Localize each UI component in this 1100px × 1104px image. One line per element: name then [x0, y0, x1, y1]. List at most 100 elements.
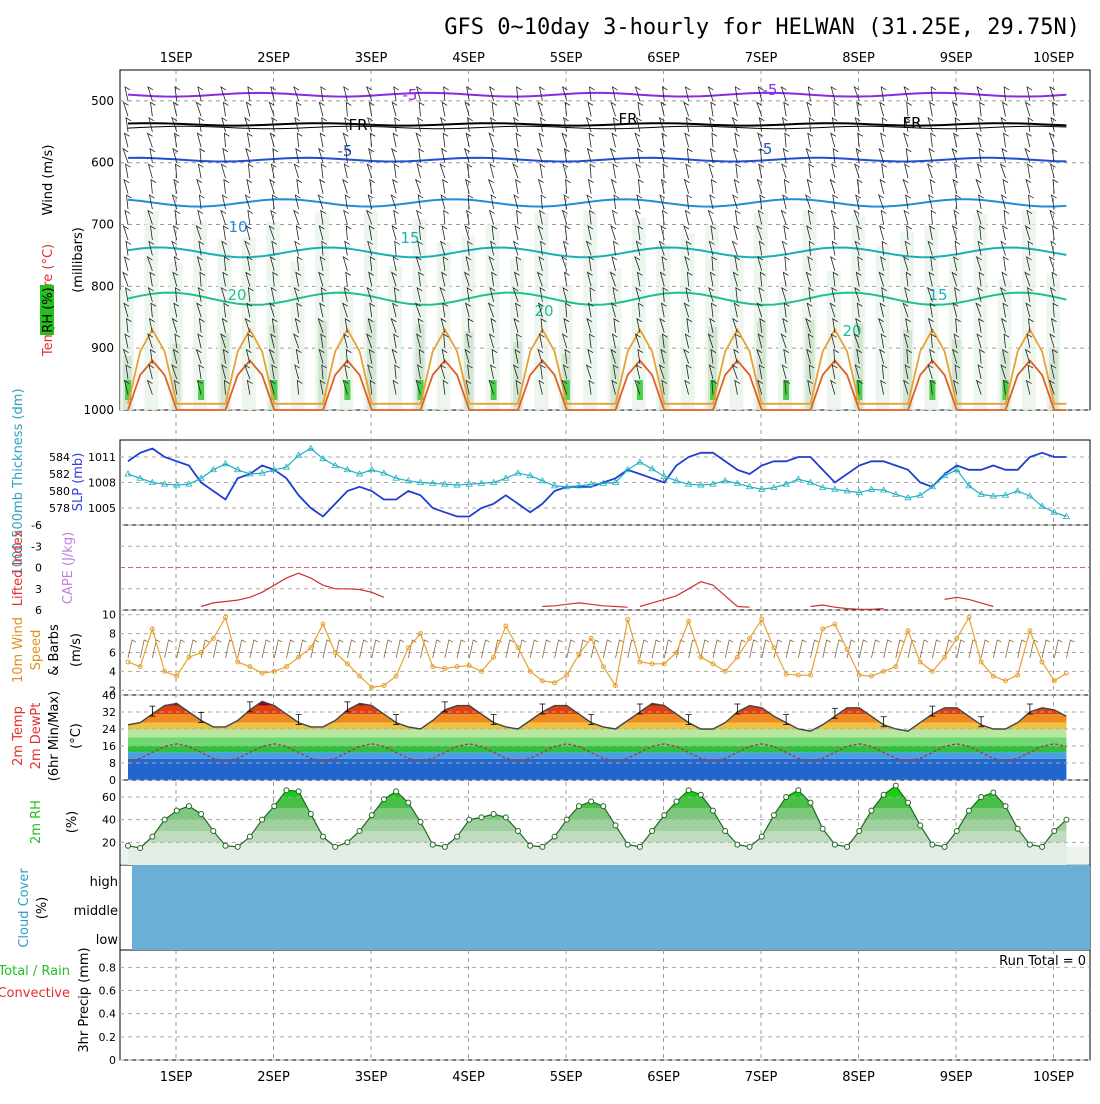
thickness-point	[148, 478, 157, 485]
surface-wind-barb	[736, 639, 746, 659]
wind-barb	[367, 240, 373, 256]
rh-shading	[485, 223, 500, 410]
wind-barb	[221, 317, 228, 333]
wind-barb	[416, 163, 423, 179]
wind-barb	[293, 86, 300, 102]
wind-speed-point	[1063, 670, 1069, 676]
wind-barb	[441, 225, 448, 241]
wind-barb	[759, 147, 766, 163]
wind-barb	[635, 286, 642, 302]
wind-barb	[758, 240, 765, 256]
wind-barb	[418, 225, 425, 241]
wind-barb	[757, 86, 764, 102]
wind-barb	[390, 194, 397, 210]
wind-barb	[270, 287, 277, 302]
wind-barb	[660, 101, 667, 117]
wind-barb	[1001, 147, 1008, 163]
wind-barb	[223, 379, 230, 395]
wind-speed-point	[942, 654, 948, 660]
wind-barb	[902, 178, 909, 194]
wind-barb	[658, 116, 665, 132]
surface-wind-barb	[919, 639, 929, 659]
wind-barb	[586, 317, 593, 333]
wind-barb	[905, 147, 912, 163]
temp-band	[128, 758, 1067, 780]
wind-barb	[954, 287, 960, 302]
wind-barb	[1027, 287, 1033, 302]
wind-barb	[881, 240, 888, 256]
wind-barb	[757, 256, 764, 272]
wind-barb	[466, 163, 473, 179]
temp-minmax-bar	[490, 714, 497, 726]
wind-barb	[247, 287, 254, 302]
temp-tick-label: 32	[102, 706, 116, 719]
rh-point	[551, 833, 558, 840]
wind-barb	[953, 209, 960, 225]
wind-ylabel-unit: (m/s)	[69, 633, 84, 667]
temp-minmax-bar	[831, 707, 838, 719]
wind-barb	[467, 194, 474, 210]
wind-barb	[147, 333, 154, 349]
wind-barb	[319, 178, 326, 194]
wind-speed-point	[430, 664, 436, 670]
wind-speed-point	[223, 615, 228, 621]
wind-barb	[734, 379, 741, 395]
wind-speed-point	[576, 651, 582, 657]
wind-barb	[440, 317, 447, 333]
wind-speed-point	[125, 659, 131, 665]
wind-barb	[270, 86, 277, 102]
wind-barb	[465, 256, 472, 271]
wind-barb	[929, 302, 936, 318]
wind-barb	[439, 163, 446, 179]
wind-barb	[807, 379, 814, 395]
wind-barb	[123, 379, 130, 395]
thickness-ylabel: 1000-500mb Thickness (dm)	[11, 388, 26, 575]
wind-barb	[561, 333, 568, 349]
wind-barb	[1000, 364, 1007, 380]
li-ylabel: Lifted Index	[11, 529, 26, 606]
wind-barb	[976, 86, 983, 102]
wind-barb	[589, 333, 595, 349]
thickness-point	[489, 478, 498, 485]
wind-barb	[634, 86, 641, 102]
wind-barb	[683, 302, 690, 318]
wind-barb	[926, 163, 933, 179]
wind-barb	[905, 317, 911, 333]
wind-barb	[245, 271, 252, 287]
wind-barb	[1003, 333, 1010, 349]
wind-barb	[856, 225, 862, 241]
wind-barb	[272, 147, 279, 163]
level-tick-label: 500	[91, 94, 114, 108]
surface-wind-barb	[164, 639, 173, 659]
wind-barb	[929, 348, 935, 364]
surface-wind-barb	[420, 639, 429, 659]
wind-barb	[951, 271, 958, 287]
wind-barb	[1028, 194, 1034, 210]
wind-barb	[147, 86, 154, 102]
wind-barb	[1051, 147, 1058, 163]
wind-barb	[830, 256, 836, 272]
thickness-point	[1026, 492, 1034, 499]
contour-label: 15	[400, 229, 419, 247]
wind-barb	[564, 348, 571, 364]
wind-barb	[612, 117, 619, 132]
surface-wind-barb	[1066, 639, 1075, 659]
wind-barb	[976, 333, 983, 349]
wind-barb	[148, 240, 155, 256]
wind-barb	[245, 348, 252, 364]
wind-barb	[877, 317, 885, 333]
rh-line	[127, 784, 1067, 849]
wind-speed-point	[1003, 678, 1008, 684]
rh-point	[697, 791, 704, 798]
wind-barb	[953, 132, 959, 148]
rh-point	[478, 814, 485, 821]
wind-barb	[443, 209, 449, 225]
wind-barb	[977, 163, 983, 179]
surface-wind-barb	[797, 639, 807, 659]
wind-barb	[807, 86, 814, 101]
rh-point	[649, 828, 656, 834]
surface-wind-barb	[822, 639, 831, 659]
rh-shading	[1049, 348, 1059, 410]
wind-barb	[515, 256, 522, 271]
